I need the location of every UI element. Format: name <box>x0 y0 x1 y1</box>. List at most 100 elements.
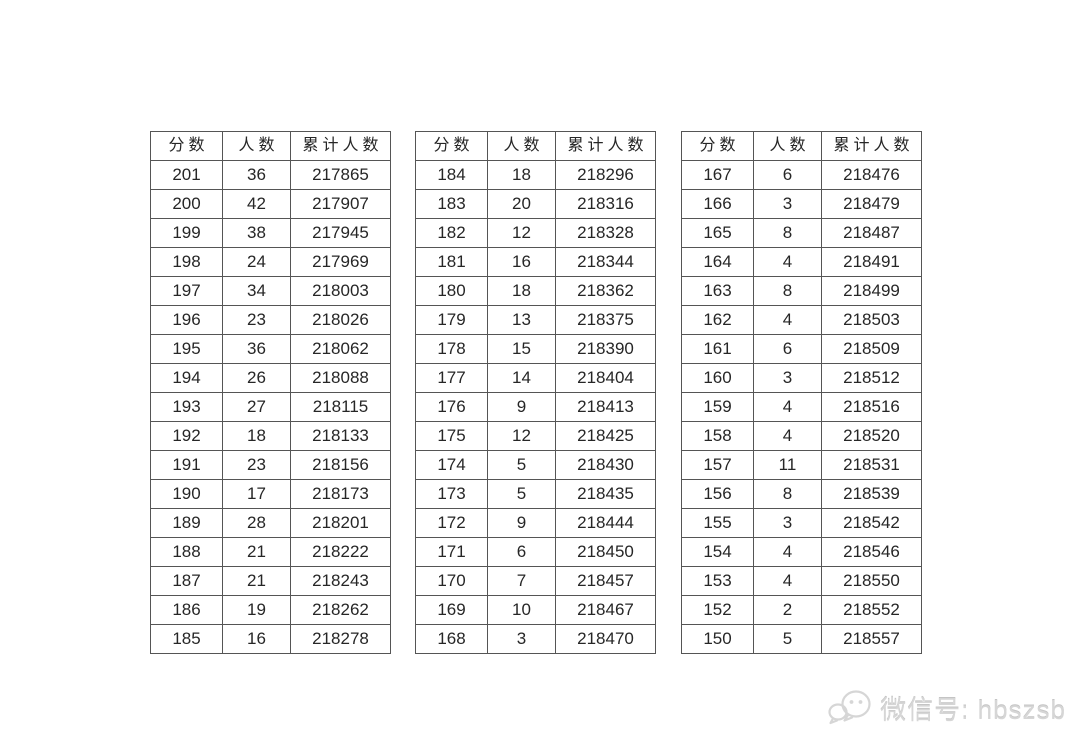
header-count: 人数 <box>753 131 822 161</box>
count-cell: 4 <box>753 537 822 567</box>
table-row: 177 14 218404 <box>415 363 656 393</box>
cumulative-cell: 218115 <box>290 392 391 422</box>
score-cell: 169 <box>415 595 488 625</box>
score-cell: 154 <box>681 537 754 567</box>
cumulative-cell: 218479 <box>821 189 922 219</box>
count-cell: 36 <box>222 334 291 364</box>
count-cell: 5 <box>753 624 822 654</box>
count-cell: 23 <box>222 305 291 335</box>
score-cell: 172 <box>415 508 488 538</box>
count-cell: 17 <box>222 479 291 509</box>
score-table-2: 分数 人数 累计人数 184 18 218296 183 20 218316 182 12 21832… <box>415 131 656 654</box>
table-row: 200 42 217907 <box>150 189 391 219</box>
table-row: 167 6 218476 <box>681 160 922 190</box>
cumulative-cell: 218450 <box>555 537 656 567</box>
table-row: 179 13 218375 <box>415 305 656 335</box>
table-row: 155 3 218542 <box>681 508 922 538</box>
cumulative-cell: 218390 <box>555 334 656 364</box>
table-row: 173 5 218435 <box>415 479 656 509</box>
cumulative-cell: 218296 <box>555 160 656 190</box>
table-row: 188 21 218222 <box>150 537 391 567</box>
count-cell: 36 <box>222 160 291 190</box>
score-cell: 159 <box>681 392 754 422</box>
score-cell: 156 <box>681 479 754 509</box>
table-row: 161 6 218509 <box>681 334 922 364</box>
score-cell: 158 <box>681 421 754 451</box>
score-cell: 163 <box>681 276 754 306</box>
count-cell: 4 <box>753 566 822 596</box>
cumulative-cell: 218520 <box>821 421 922 451</box>
table-row: 153 4 218550 <box>681 566 922 596</box>
table-row: 180 18 218362 <box>415 276 656 306</box>
cumulative-cell: 218531 <box>821 450 922 480</box>
table-row: 196 23 218026 <box>150 305 391 335</box>
score-cell: 150 <box>681 624 754 654</box>
cumulative-cell: 218546 <box>821 537 922 567</box>
cumulative-cell: 218487 <box>821 218 922 248</box>
cumulative-cell: 218344 <box>555 247 656 277</box>
table-row: 191 23 218156 <box>150 450 391 480</box>
cumulative-cell: 218062 <box>290 334 391 364</box>
score-cell: 195 <box>150 334 223 364</box>
header-score: 分数 <box>415 131 488 161</box>
score-cell: 183 <box>415 189 488 219</box>
score-cell: 196 <box>150 305 223 335</box>
table-row: 201 36 217865 <box>150 160 391 190</box>
table-row: 150 5 218557 <box>681 624 922 654</box>
header-row: 分数 人数 累计人数 <box>150 131 391 161</box>
count-cell: 6 <box>753 334 822 364</box>
table-row: 199 38 217945 <box>150 218 391 248</box>
table-row: 192 18 218133 <box>150 421 391 451</box>
count-cell: 15 <box>487 334 556 364</box>
score-cell: 175 <box>415 421 488 451</box>
count-cell: 6 <box>487 537 556 567</box>
count-cell: 27 <box>222 392 291 422</box>
count-cell: 19 <box>222 595 291 625</box>
cumulative-cell: 218470 <box>555 624 656 654</box>
header-row: 分数 人数 累计人数 <box>681 131 922 161</box>
cumulative-cell: 218425 <box>555 421 656 451</box>
score-cell: 167 <box>681 160 754 190</box>
cumulative-cell: 218476 <box>821 160 922 190</box>
cumulative-cell: 218503 <box>821 305 922 335</box>
cumulative-cell: 218512 <box>821 363 922 393</box>
cumulative-cell: 218444 <box>555 508 656 538</box>
score-cell: 198 <box>150 247 223 277</box>
count-cell: 3 <box>487 624 556 654</box>
count-cell: 21 <box>222 537 291 567</box>
header-cumulative: 累计人数 <box>821 131 922 161</box>
score-table-1: 分数 人数 累计人数 201 36 217865 200 42 217907 199 38 21794… <box>150 131 391 654</box>
count-cell: 8 <box>753 218 822 248</box>
count-cell: 42 <box>222 189 291 219</box>
score-cell: 178 <box>415 334 488 364</box>
table-row: 165 8 218487 <box>681 218 922 248</box>
score-cell: 170 <box>415 566 488 596</box>
header-cumulative: 累计人数 <box>290 131 391 161</box>
table-row: 152 2 218552 <box>681 595 922 625</box>
score-cell: 168 <box>415 624 488 654</box>
count-cell: 38 <box>222 218 291 248</box>
cumulative-cell: 218457 <box>555 566 656 596</box>
count-cell: 20 <box>487 189 556 219</box>
table-row: 166 3 218479 <box>681 189 922 219</box>
cumulative-cell: 218375 <box>555 305 656 335</box>
table-row: 174 5 218430 <box>415 450 656 480</box>
cumulative-cell: 217865 <box>290 160 391 190</box>
count-cell: 34 <box>222 276 291 306</box>
table-row: 158 4 218520 <box>681 421 922 451</box>
count-cell: 23 <box>222 450 291 480</box>
score-cell: 201 <box>150 160 223 190</box>
score-table-3: 分数 人数 累计人数 167 6 218476 166 3 218479 165 8 218487 16… <box>681 131 922 654</box>
count-cell: 8 <box>753 276 822 306</box>
count-cell: 21 <box>222 566 291 596</box>
score-cell: 191 <box>150 450 223 480</box>
score-cell: 189 <box>150 508 223 538</box>
header-count: 人数 <box>487 131 556 161</box>
score-cell: 184 <box>415 160 488 190</box>
cumulative-cell: 218222 <box>290 537 391 567</box>
score-cell: 161 <box>681 334 754 364</box>
count-cell: 9 <box>487 508 556 538</box>
score-cell: 165 <box>681 218 754 248</box>
cumulative-cell: 218316 <box>555 189 656 219</box>
